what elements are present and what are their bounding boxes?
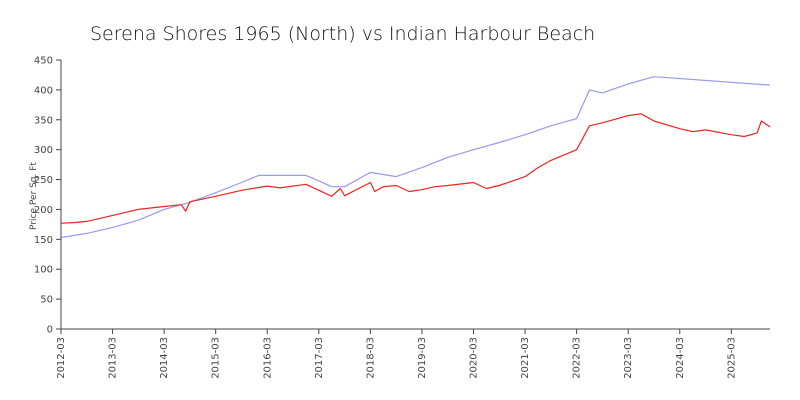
y-axis-label: Price Per Sq. Ft [29, 162, 39, 230]
x-tick-label: 2017-03 [314, 337, 325, 379]
x-tick-label: 2023-03 [623, 337, 634, 379]
y-tick-label: 100 [34, 265, 53, 276]
x-tick-label: 2014-03 [159, 337, 170, 379]
y-tick-label: 350 [34, 115, 53, 126]
y-tick-label: 400 [34, 85, 53, 96]
series-line-1 [60, 76, 771, 239]
y-tick-label: 450 [34, 56, 53, 67]
series-layer [60, 76, 771, 239]
x-tick-label: 2012-03 [56, 337, 67, 379]
y-tick-label: 200 [34, 205, 53, 216]
x-tick-label: 2021-03 [520, 337, 531, 379]
x-tick-label: 2016-03 [262, 337, 273, 379]
x-tick-label: 2022-03 [572, 337, 583, 379]
x-tick-label: 2019-03 [417, 337, 428, 379]
series-line-2 [60, 113, 771, 224]
y-tick-label: 50 [40, 295, 53, 306]
x-tick-label: 2015-03 [211, 337, 222, 379]
y-tick-label: 150 [34, 235, 53, 246]
y-tick-label: 0 [47, 325, 53, 336]
chart-title: Serena Shores 1965 (North) vs Indian Har… [90, 23, 595, 45]
x-tick-label: 2025-03 [726, 337, 737, 379]
x-tick-label: 2018-03 [365, 337, 376, 379]
y-tick-label: 300 [34, 145, 53, 156]
x-tick-label: 2020-03 [469, 337, 480, 379]
x-axis-ticks: 2012-03 2013-03 2014-03 2015-03 2016-03 2017-… [56, 329, 737, 379]
x-tick-label: 2013-03 [108, 337, 119, 379]
y-axis-ticks: 0 50 100 150 200 250 300 350 400 450 [34, 56, 61, 336]
y-tick-label: 250 [34, 175, 53, 186]
x-tick-label: 2024-03 [675, 337, 686, 379]
